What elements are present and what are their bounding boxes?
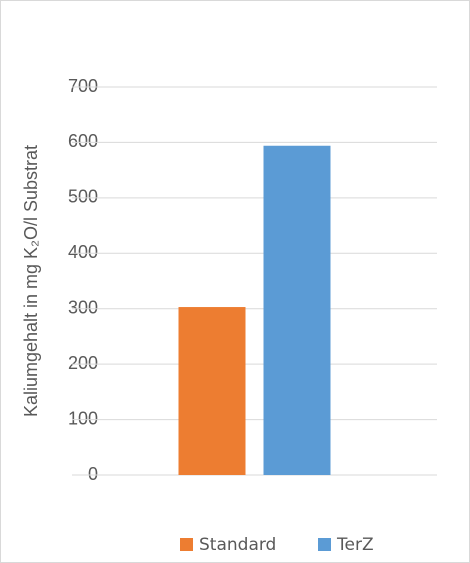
legend-swatch [180,538,193,551]
y-tick-label: 300 [68,297,98,317]
y-tick-label: 0 [88,464,98,484]
y-tick-label: 200 [68,353,98,373]
y-tick-label: 100 [68,408,98,428]
legend-label: TerZ [336,535,374,555]
y-axis-label: Kaliumgehalt in mg K₂O/l Substrat [21,145,41,417]
y-tick-label: 700 [68,76,98,96]
legend-label: Standard [199,535,276,555]
y-tick-label: 500 [68,187,98,207]
y-tick-label: 400 [68,242,98,262]
legend-swatch [318,538,331,551]
bar [178,307,246,475]
y-tick-label: 600 [68,131,98,151]
bar [263,145,331,476]
